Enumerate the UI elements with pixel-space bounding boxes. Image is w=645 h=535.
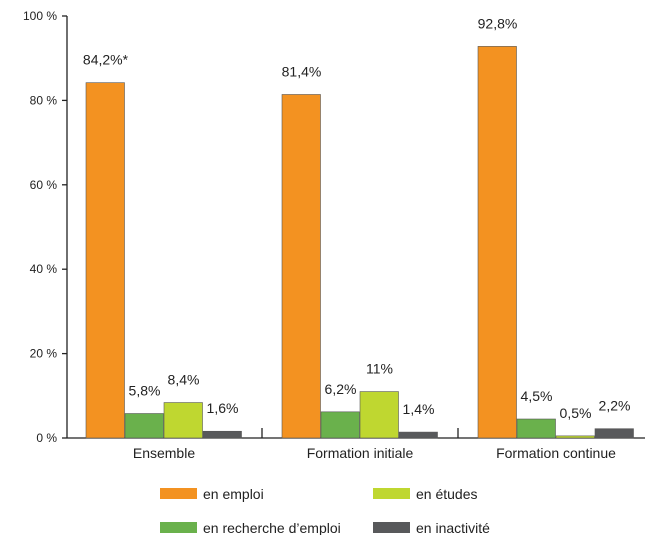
legend: en emploi en recherche d’emploi en études e… [160, 486, 490, 535]
x-category-label: Formation initiale [307, 445, 414, 461]
data-label: 84,2%* [83, 52, 129, 68]
bar [163, 402, 203, 439]
legend-swatch [160, 522, 197, 533]
data-label: 0,5% [560, 405, 592, 421]
data-label: 1,6% [207, 400, 239, 416]
y-tick-label: 80 % [30, 93, 58, 107]
bar [359, 391, 399, 439]
legend-swatch [373, 522, 410, 533]
data-label: 11% [366, 361, 393, 377]
data-label: 1,4% [403, 401, 435, 417]
bar [124, 413, 164, 439]
y-tick-label: 0 % [36, 431, 57, 445]
y-tick-label: 100 % [23, 9, 57, 23]
y-tick-label: 60 % [30, 178, 58, 192]
bar [202, 430, 242, 439]
legend-label: en recherche d’emploi [203, 520, 341, 535]
legend-label: en études [416, 486, 478, 502]
bar [320, 411, 360, 439]
legend-swatch [373, 488, 410, 499]
data-label: 92,8% [478, 15, 518, 31]
data-label: 5,8% [129, 383, 161, 399]
data-label: 8,4% [168, 372, 200, 388]
legend-swatch [160, 488, 197, 499]
bar [594, 428, 634, 439]
y-tick-label: 20 % [30, 347, 58, 361]
bar [281, 94, 321, 439]
bars [85, 46, 634, 439]
data-label: 6,2% [325, 381, 357, 397]
legend-label: en inactivité [416, 520, 490, 535]
data-label: 81,4% [282, 63, 322, 79]
data-label: 2,2% [599, 398, 631, 414]
bar [555, 435, 595, 439]
bar [398, 431, 438, 439]
bar [516, 418, 556, 439]
bar [85, 82, 125, 439]
data-labels: 84,2%* 5,8% 8,4% 1,6% 81,4% 6,2% 11% 1,4% 92,8% 4… [83, 15, 631, 421]
x-category-label: Formation continue [496, 445, 616, 461]
y-tick-label: 40 % [30, 262, 58, 276]
bar [477, 46, 517, 439]
x-category-label: Ensemble [133, 445, 195, 461]
data-label: 4,5% [521, 388, 553, 404]
legend-label: en emploi [203, 486, 264, 502]
